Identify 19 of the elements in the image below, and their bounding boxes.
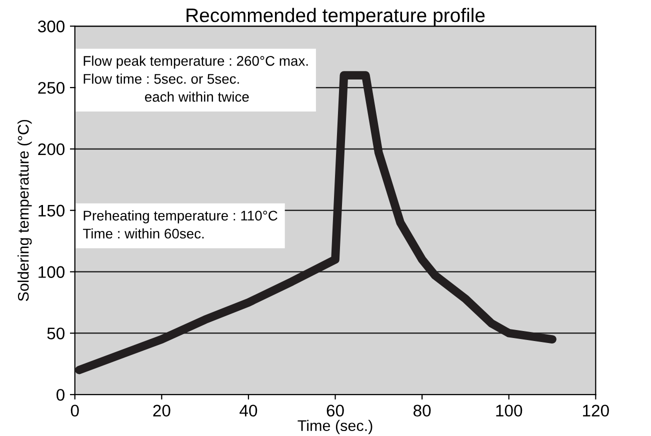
y-tick-label: 250 (38, 82, 64, 94)
y-tick-label: 50 (47, 328, 64, 340)
annotation: Preheating temperature : 110°C Time : within 60sec. (82, 210, 278, 239)
y-axis-title: Soldering temperature (°C) (18, 120, 32, 302)
x-tick-label: 20 (153, 404, 170, 417)
y-tick-label: 200 (38, 143, 64, 156)
y-tick-label: 300 (38, 20, 64, 32)
y-tick-label: 0 (56, 388, 64, 401)
x-axis-title: Time (sec.) (298, 420, 372, 434)
x-tick-label: 0 (70, 404, 79, 417)
x-tick-label: 40 (240, 404, 258, 417)
chart-title: Recommended temperature profile (186, 8, 485, 26)
x-tick-label: 100 (496, 404, 522, 417)
x-tick-label: 120 (583, 404, 609, 417)
y-tick-label: 150 (38, 204, 64, 217)
x-tick-label: 80 (414, 404, 431, 417)
x-tick-label: 60 (326, 404, 344, 417)
y-tick-label: 100 (38, 266, 64, 278)
annotation: Flow peak temperature : 260°C max. Flow time : 5sec. or 5sec. each within twice (84, 56, 308, 102)
